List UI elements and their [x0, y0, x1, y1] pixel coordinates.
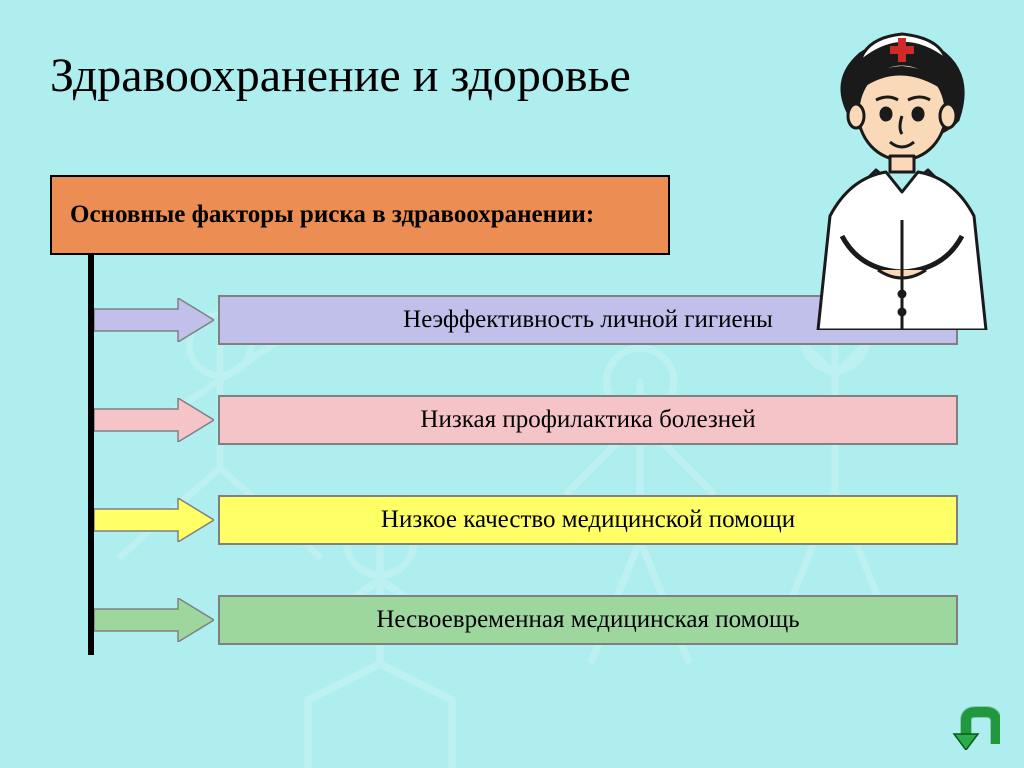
arrow-icon — [94, 298, 214, 342]
slide-title: Здравоохранение и здоровье — [50, 48, 631, 103]
factor-label: Несвоевременная медицинская помощь — [376, 606, 799, 634]
arrow-icon — [94, 598, 214, 642]
factor-box: Низкая профилактика болезней — [218, 395, 958, 445]
header-box: Основные факторы риска в здравоохранении… — [50, 175, 670, 255]
arrow-icon — [94, 398, 214, 442]
return-button[interactable] — [952, 706, 1000, 750]
factor-label: Неэффективность личной гигиены — [403, 306, 773, 334]
factor-label: Низкое качество медицинской помощи — [381, 506, 795, 534]
arrow-icon — [94, 498, 214, 542]
factor-box: Низкое качество медицинской помощи — [218, 495, 958, 545]
factor-label: Низкая профилактика болезней — [420, 406, 755, 434]
slide: Здравоохранение и здоровье Основные факт… — [0, 0, 1024, 768]
factor-box: Несвоевременная медицинская помощь — [218, 595, 958, 645]
header-text: Основные факторы риска в здравоохранении… — [70, 201, 594, 229]
nurse-clipart — [790, 20, 1010, 330]
